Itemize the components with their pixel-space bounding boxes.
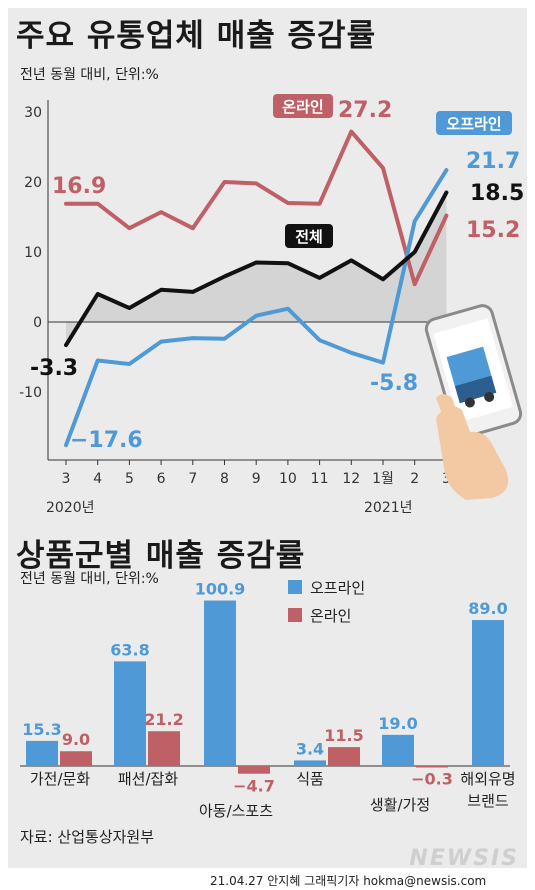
online-bar	[60, 751, 92, 766]
chart1-title: 주요 유통업체 매출 증감률	[16, 18, 377, 54]
offline-value-label: 15.3	[22, 720, 61, 739]
data-label: -5.8	[370, 371, 418, 396]
watermark: NEWSIS	[409, 846, 519, 871]
legend-swatch	[288, 580, 302, 594]
source-note: 자료: 산업통상자원부	[20, 828, 155, 846]
year-label-2020: 2020년	[46, 500, 95, 516]
y-tick-label: 30	[24, 105, 42, 121]
x-tick-label: 12	[342, 471, 360, 487]
online-value-label: 21.2	[144, 710, 183, 729]
category-label: 아동/스포츠	[199, 802, 273, 820]
legend-tag-offline-text: 오프라인	[446, 115, 501, 133]
online-value-label: 9.0	[62, 730, 90, 749]
x-tick-label: 3	[62, 471, 71, 487]
offline-bar	[114, 661, 146, 766]
total-area	[66, 192, 447, 346]
data-label: −17.6	[70, 428, 143, 453]
credit-line: 21.04.27 안지혜 그래픽기자 hokma@newsis.com	[210, 874, 487, 888]
offline-bar	[26, 740, 58, 766]
online-line	[64, 129, 449, 287]
online-value-label: 11.5	[324, 726, 363, 745]
chart2-subtitle: 전년 동월 대비, 단위:%	[20, 571, 159, 587]
offline-bar	[472, 620, 504, 766]
data-label: 15.2	[466, 218, 520, 243]
data-label: 18.5	[470, 181, 524, 206]
legend-tag-total: 전체	[285, 224, 333, 248]
x-tick-label: 1월	[372, 471, 394, 487]
truck-cab	[454, 375, 497, 404]
offline-value-label: 63.8	[110, 640, 149, 659]
category-label: 가전/문화	[30, 770, 90, 788]
x-tick-label: 5	[125, 471, 134, 487]
truck-wheel	[484, 391, 495, 402]
y-tick-label: 0	[33, 315, 42, 331]
legend-swatch	[288, 608, 302, 622]
online-bar	[416, 766, 448, 768]
category-label: 생활/가정	[370, 796, 430, 814]
category-label: 브랜드	[467, 792, 509, 810]
truck-cargo	[446, 346, 492, 386]
offline-bar	[382, 734, 414, 766]
legend-label: 온라인	[310, 607, 351, 625]
x-tick-label: 2	[410, 471, 419, 487]
x-tick-label: 10	[279, 471, 297, 487]
category-label: 해외유명	[460, 770, 515, 788]
online-value-label: −4.7	[233, 777, 275, 796]
thumb-shape	[436, 394, 458, 417]
offline-line	[64, 168, 449, 448]
x-tick-label: 4	[93, 471, 102, 487]
legend-tag-online-box	[273, 94, 333, 118]
phone-with-truck-icon	[424, 304, 523, 439]
x-tick-label: 9	[252, 471, 261, 487]
legend-label: 오프라인	[310, 579, 365, 597]
offline-bar	[204, 600, 236, 766]
y-tick-label: 20	[24, 175, 42, 191]
data-label: 27.2	[338, 98, 392, 123]
hand-icon	[436, 394, 509, 500]
legend-tag-online: 온라인	[273, 94, 333, 118]
legend-tag-offline: 오프라인	[436, 111, 512, 135]
offline-value-label: 19.0	[378, 714, 417, 733]
data-label: -3.3	[30, 356, 78, 381]
x-tick-label: 8	[220, 471, 229, 487]
y-tick-label: -10	[19, 385, 42, 401]
offline-value-label: 100.9	[195, 580, 246, 599]
online-bar	[238, 766, 270, 774]
online-bar	[148, 731, 180, 766]
total-line	[64, 190, 449, 348]
truck-wheel	[464, 397, 475, 408]
chart1-subtitle: 전년 동월 대비, 단위:%	[20, 67, 159, 83]
data-label: 21.7	[466, 149, 520, 174]
online-value-label: −0.3	[411, 769, 453, 788]
offline-bar	[294, 760, 326, 766]
offline-value-label: 89.0	[468, 599, 507, 618]
legend-tag-online-text: 온라인	[282, 98, 323, 116]
category-label: 식품	[296, 770, 324, 788]
x-tick-label: 7	[188, 471, 197, 487]
offline-value-label: 3.4	[296, 739, 324, 758]
y-tick-label: 10	[24, 245, 42, 261]
x-tick-label: 11	[311, 471, 329, 487]
legend-tag-total-text: 전체	[295, 228, 323, 246]
x-tick-label: 6	[157, 471, 166, 487]
online-bar	[328, 747, 360, 766]
hand-shape	[436, 406, 509, 500]
legend-tag-offline-box	[436, 111, 512, 135]
x-tick-label: 3	[442, 471, 451, 487]
data-label: 16.9	[52, 174, 106, 199]
legend-tag-total-box	[285, 224, 333, 248]
year-label-2021: 2021년	[364, 500, 413, 516]
chart2-title: 상품군별 매출 증감률	[16, 538, 306, 574]
category-label: 패션/잡화	[118, 770, 178, 788]
